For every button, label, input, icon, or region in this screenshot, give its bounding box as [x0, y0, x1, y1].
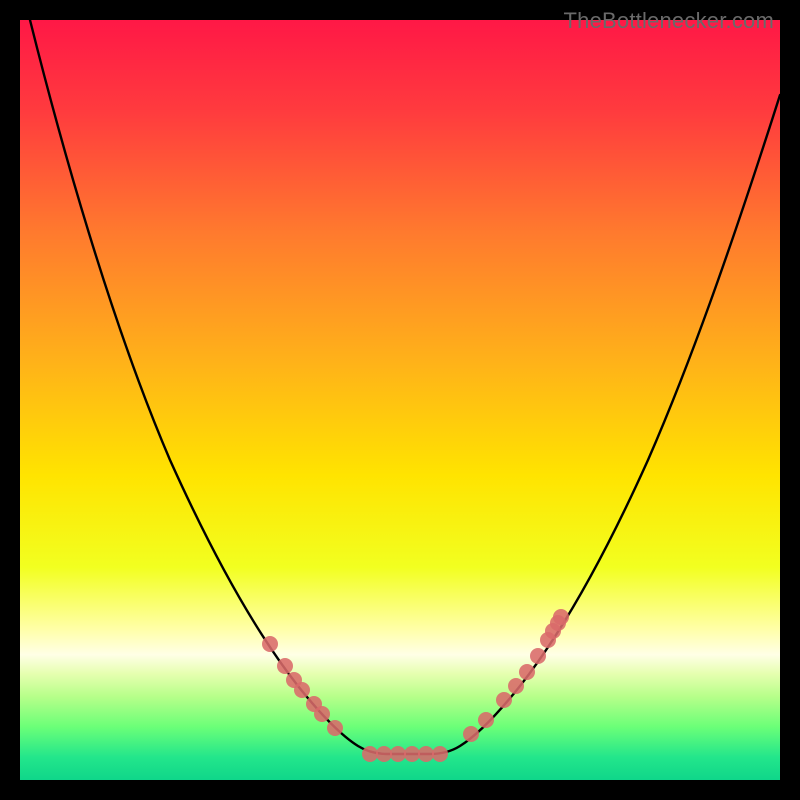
data-point	[327, 720, 343, 736]
data-point	[478, 712, 494, 728]
data-point	[519, 664, 535, 680]
data-point	[418, 746, 434, 762]
frame-right	[780, 0, 800, 800]
data-point	[432, 746, 448, 762]
data-points	[0, 0, 800, 800]
data-point	[463, 726, 479, 742]
frame-bottom	[0, 780, 800, 800]
data-point	[314, 706, 330, 722]
data-point	[294, 682, 310, 698]
data-point	[496, 692, 512, 708]
data-point	[376, 746, 392, 762]
data-point	[277, 658, 293, 674]
data-point	[362, 746, 378, 762]
data-point	[404, 746, 420, 762]
watermark: TheBottlenecker.com	[564, 8, 774, 34]
frame-left	[0, 0, 20, 800]
data-point	[530, 648, 546, 664]
data-point	[553, 609, 569, 625]
data-point	[390, 746, 406, 762]
data-point	[262, 636, 278, 652]
data-point	[508, 678, 524, 694]
figure-root: TheBottlenecker.com	[0, 0, 800, 800]
